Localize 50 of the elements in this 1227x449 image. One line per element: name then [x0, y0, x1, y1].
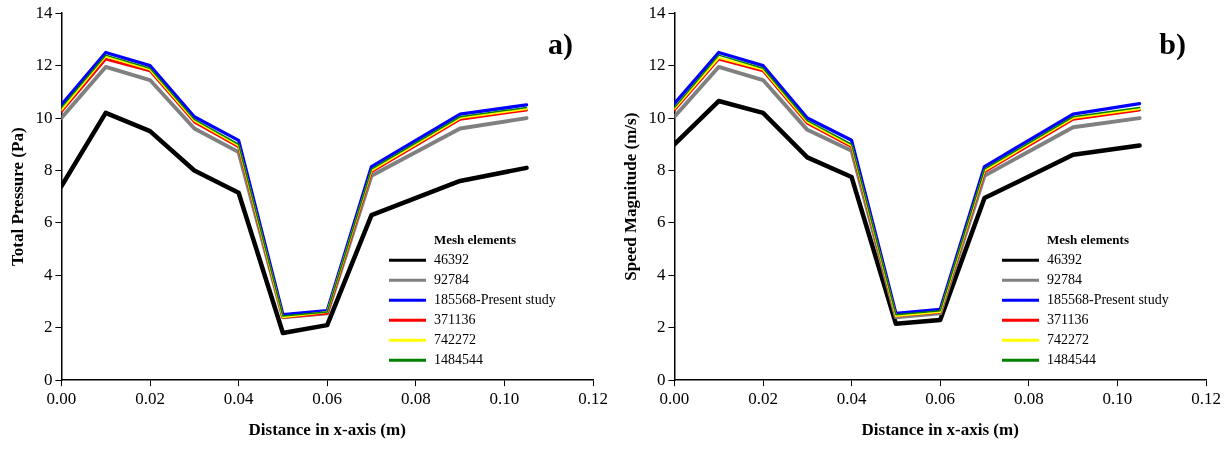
y-tick-label: 0	[43, 369, 53, 389]
x-tick-label: 0.00	[46, 388, 77, 408]
x-tick-label: 0.12	[1191, 388, 1221, 408]
y-tick-label: 6	[43, 212, 53, 232]
y-tick-label: 0	[656, 369, 666, 389]
legend-label: 742272	[434, 331, 476, 347]
y-tick-label: 2	[43, 317, 53, 337]
legend-label: 92784	[434, 271, 469, 287]
x-tick-label: 0.08	[1013, 388, 1044, 408]
y-tick-label: 4	[43, 264, 53, 284]
x-tick-label: 0.06	[925, 388, 956, 408]
y-tick-label: 8	[656, 159, 666, 179]
y-axis-title: Speed Magnitude (m/s)	[620, 112, 640, 281]
x-tick-label: 0.08	[400, 388, 431, 408]
y-tick-label: 14	[35, 2, 53, 22]
legend-label: 371136	[1047, 311, 1089, 327]
legend-label: 92784	[1047, 271, 1082, 287]
x-tick-label: 0.10	[1102, 388, 1133, 408]
legend-title: Mesh elements	[1047, 231, 1129, 247]
y-tick-label: 12	[35, 55, 53, 75]
annotation: a)	[548, 26, 573, 61]
y-tick-label: 8	[43, 159, 53, 179]
x-axis-title: Distance in x-axis (m)	[248, 420, 406, 440]
y-tick-label: 4	[656, 264, 666, 284]
y-tick-label: 12	[648, 55, 666, 75]
legend-label: 185568-Present study	[1047, 291, 1169, 307]
x-tick-label: 0.02	[135, 388, 165, 408]
y-tick-label: 10	[648, 107, 666, 127]
annotation: b)	[1159, 26, 1186, 61]
x-tick-label: 0.04	[836, 388, 867, 408]
x-tick-label: 0.02	[748, 388, 778, 408]
y-axis-title: Total Pressure (Pa)	[7, 127, 27, 266]
y-tick-label: 6	[656, 212, 666, 232]
legend-label: 371136	[434, 311, 476, 327]
x-tick-label: 0.12	[578, 388, 608, 408]
x-tick-label: 0.10	[489, 388, 520, 408]
y-tick-label: 14	[648, 2, 666, 22]
legend-label: 46392	[434, 251, 469, 267]
y-tick-label: 2	[656, 317, 666, 337]
x-tick-label: 0.06	[312, 388, 343, 408]
legend-label: 185568-Present study	[434, 291, 556, 307]
x-tick-label: 0.00	[659, 388, 690, 408]
legend-label: 742272	[1047, 331, 1089, 347]
x-axis-title: Distance in x-axis (m)	[861, 420, 1019, 440]
legend-label: 1484544	[1047, 351, 1096, 367]
x-tick-label: 0.04	[223, 388, 254, 408]
legend-label: 1484544	[434, 351, 483, 367]
legend-title: Mesh elements	[434, 231, 516, 247]
legend-label: 46392	[1047, 251, 1082, 267]
y-tick-label: 10	[35, 107, 53, 127]
